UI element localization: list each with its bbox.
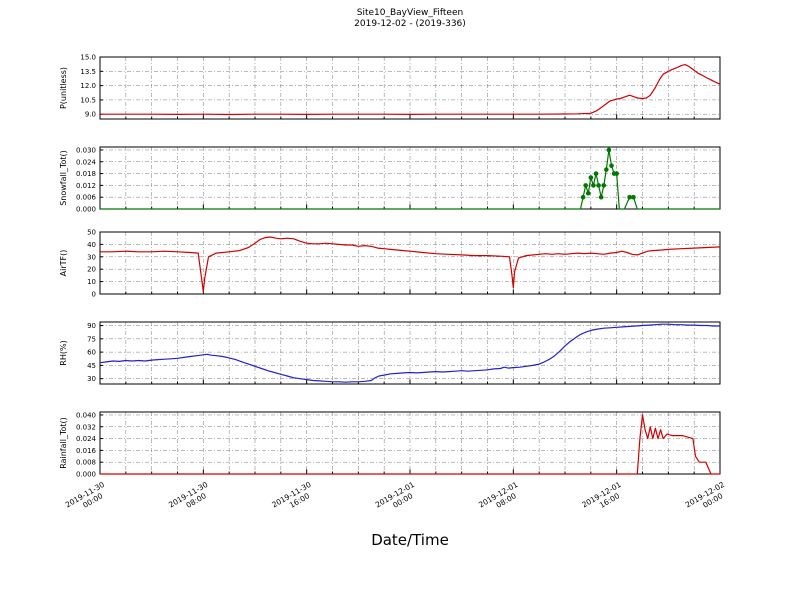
y-tick-label: 0.024 [76,158,97,166]
y-tick-label: 0.024 [76,435,97,443]
y-tick-label: 0.000 [76,471,96,479]
y-tick-label: 0.008 [76,459,96,467]
x-tick-label: 2019-11-3000:00 [64,480,111,517]
series-marker [580,194,586,200]
y-tick-label: 15.0 [80,54,96,62]
panel-P(unitless): 9.0 10.5 12.0 13.5 15.0 P(unitless) [59,54,721,120]
series-marker [591,183,596,188]
y-tick-label: 12.0 [80,82,96,90]
y-axis-label: RH(%) [59,340,68,365]
svg-text:2019-11-3000:00: 2019-11-3000:00 [64,480,111,517]
y-tick-label: 30 [87,375,96,383]
chart-subtitle: 2019-12-02 - (2019-336) [354,19,466,29]
svg-text:2019-12-0108:00: 2019-12-0108:00 [477,480,524,517]
y-tick-label: 10 [87,278,96,286]
y-tick-label: 13.5 [80,68,96,76]
x-tick-label: 2019-12-0116:00 [580,480,627,517]
y-tick-label: 40 [87,241,96,249]
y-axis-label: Snowfall_Tot() [59,150,68,206]
svg-text:2019-12-0200:00: 2019-12-0200:00 [684,480,731,517]
series-marker [598,194,604,200]
y-tick-label: 50 [87,229,96,237]
series-marker [614,171,619,176]
panel-Snowfall_Tot(): 0.000 0.006 0.012 0.018 0.024 0.030 Snowfall_T… [59,146,721,214]
series-marker [609,163,614,168]
panel-RH(%): 30 45 60 75 90 RH(%) [59,321,721,385]
y-tick-label: 30 [87,253,96,261]
y-tick-label: 20 [87,266,96,274]
y-tick-label: 0 [92,291,96,299]
y-tick-label: 0.032 [76,423,96,431]
panel-Rainfall_Tot(): 0.000 0.008 0.016 0.024 0.032 0.040 Rainfall_T… [59,411,721,479]
series-line [99,323,720,383]
x-tick-label: 2019-11-3008:00 [167,480,214,517]
svg-text:2019-11-3016:00: 2019-11-3016:00 [270,480,317,517]
svg-text:2019-12-0116:00: 2019-12-0116:00 [580,480,627,517]
y-axis-label: Rainfall_Tot() [59,417,68,469]
y-tick-label: 60 [87,349,96,357]
y-tick-label: 10.5 [80,96,96,104]
y-axis-label: AirTF() [59,250,68,277]
series-marker [583,183,588,188]
series-marker [631,194,636,200]
series-line [100,414,720,475]
y-tick-label: 9.0 [85,111,96,119]
y-tick-label: 0.012 [76,182,96,190]
chart-header: Site10_BayView_Fifteen 2019-12-02 - (201… [100,8,720,30]
chart-title: Site10_BayView_Fifteen [356,8,464,18]
series-line [100,236,721,293]
svg-text:2019-11-3008:00: 2019-11-3008:00 [167,480,214,517]
y-tick-label: 0.018 [76,170,96,178]
y-tick-label: 45 [87,362,96,370]
y-axis-label: P(unitless) [59,67,68,109]
series-marker [596,183,601,188]
x-axis-label: Date/Time [371,531,449,549]
series-marker [588,175,594,180]
x-tick-label: 2019-11-3016:00 [270,480,317,517]
x-tick-label: 2019-12-0100:00 [374,480,421,517]
series-marker [585,190,591,196]
x-tick-label: 2019-12-0108:00 [477,480,524,517]
series-marker [593,171,599,176]
panel-AirTF(): 0 10 20 30 40 50 AirTF() [59,229,721,299]
series-marker [604,167,609,172]
series-marker [606,147,612,153]
x-tick-label: 2019-12-0200:00 [684,480,731,517]
y-tick-label: 0.040 [76,411,96,419]
y-tick-label: 90 [87,322,96,330]
svg-text:2019-12-0100:00: 2019-12-0100:00 [374,480,421,517]
series-marker [601,183,607,188]
y-tick-label: 75 [87,335,96,343]
y-tick-label: 0.006 [76,194,97,202]
y-tick-label: 0.030 [76,146,96,154]
y-tick-label: 0.016 [76,447,97,455]
series-marker [627,194,632,200]
series-line [100,149,720,210]
y-tick-label: 0.000 [76,206,96,214]
series-line [100,63,721,116]
